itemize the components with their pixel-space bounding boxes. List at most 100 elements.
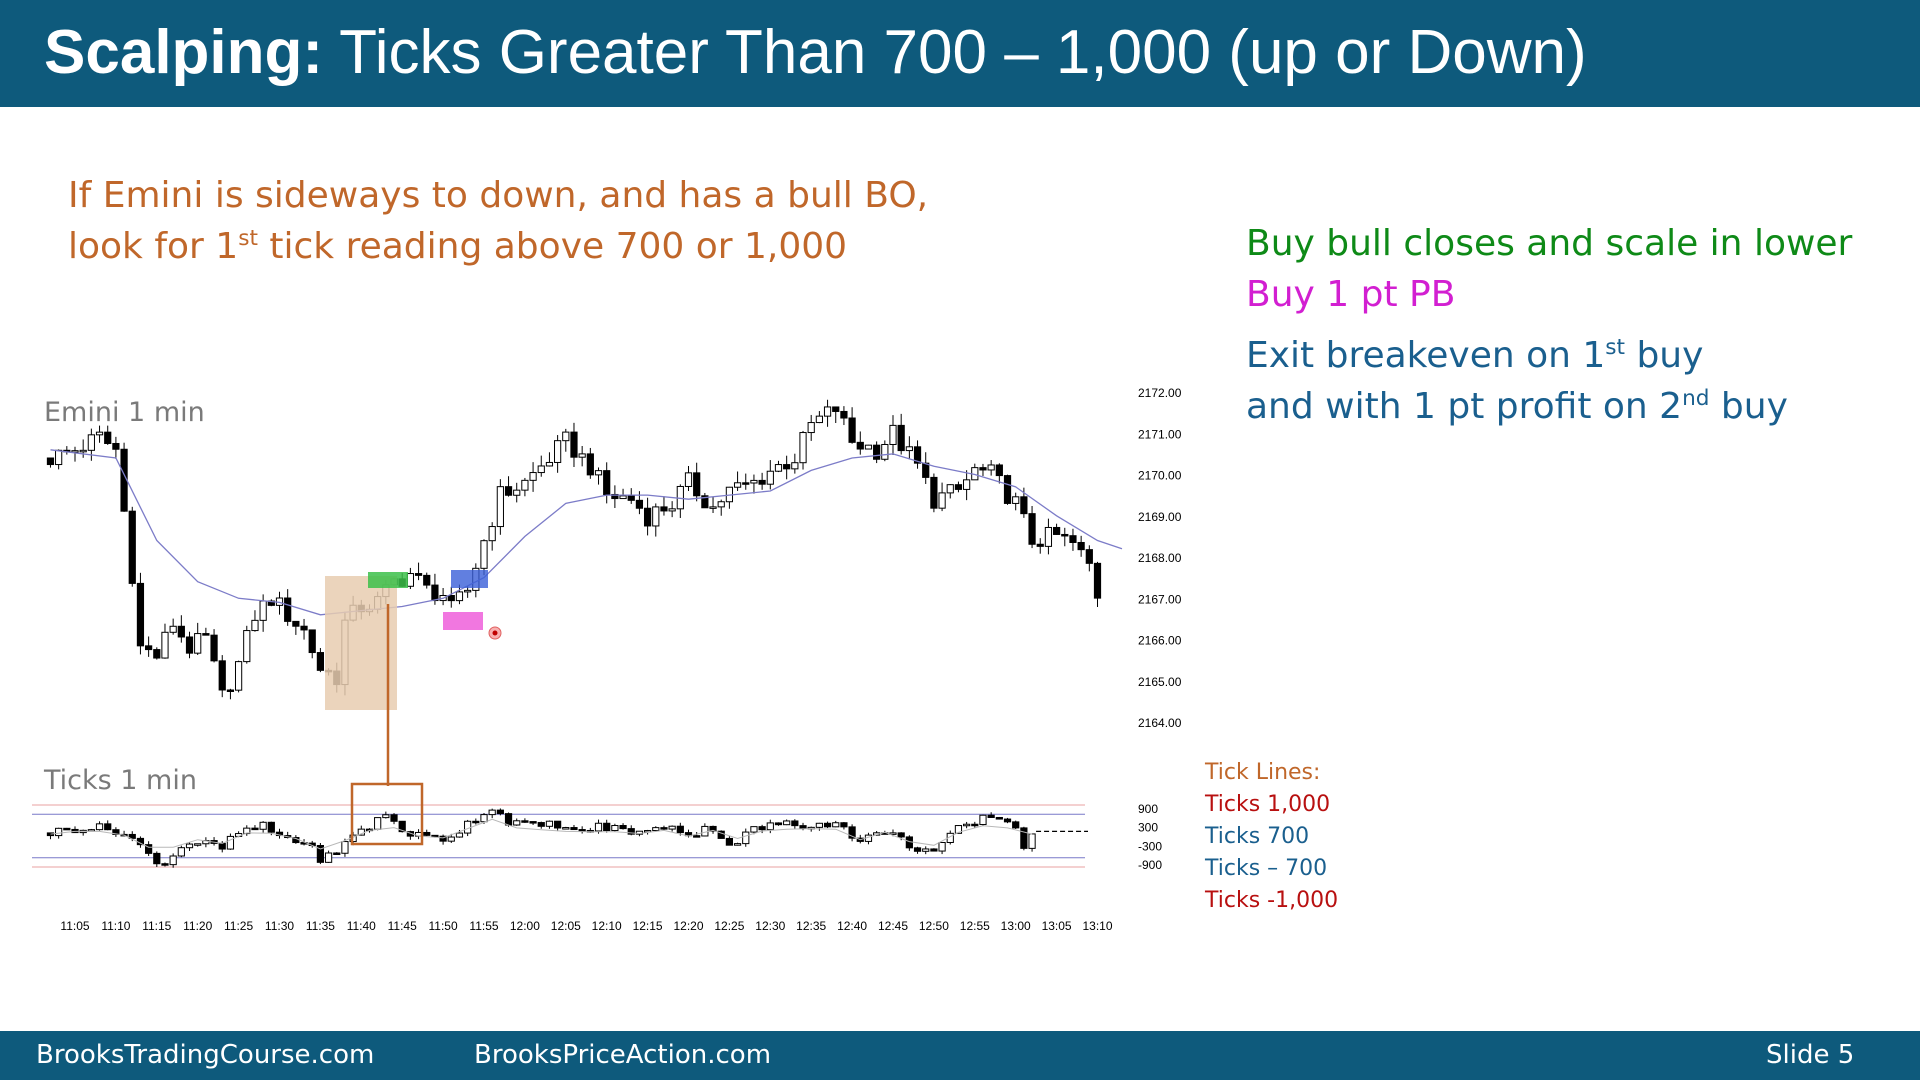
price-bar-bull	[243, 630, 251, 663]
time-x-tick-label: 13:10	[1082, 919, 1112, 933]
tick-bar-bear	[603, 822, 611, 832]
tick-bar-bull	[169, 855, 177, 866]
tick-bar-bear	[995, 816, 1003, 820]
price-bar-bull	[71, 450, 79, 453]
price-bar-bear	[218, 660, 226, 691]
breakout-highlight-box	[325, 576, 397, 710]
price-bar-bear	[848, 417, 856, 443]
tick-bar-bear	[930, 848, 938, 852]
slide-title-rest: Ticks Greater Than 700 – 1,000 (up or Do…	[323, 18, 1587, 87]
tick-bar-bull	[611, 825, 619, 832]
price-bar-bear	[226, 689, 235, 692]
price-bar-bull	[807, 422, 815, 434]
tick-bar-bull	[324, 852, 333, 863]
price-bar-bear	[635, 499, 644, 509]
ticks-chart	[32, 804, 1088, 868]
tick-bar-bear	[725, 837, 734, 846]
ticks-y-tick-label: 300	[1138, 821, 1158, 835]
tick-bar-bear	[799, 825, 807, 829]
time-x-tick-label: 12:20	[673, 919, 703, 933]
time-x-tick-label: 13:05	[1042, 919, 1072, 933]
tick-legend-minus-700: Ticks – 700	[1205, 856, 1328, 881]
price-bar-bear	[202, 633, 210, 636]
tick-bar-bull	[701, 825, 709, 837]
tick-bar-bull	[594, 822, 603, 832]
tick-bar-bull	[177, 847, 185, 857]
price-bar-bull	[791, 462, 799, 470]
price-bar-bull	[496, 486, 504, 528]
tick-legend-1000: Ticks 1,000	[1205, 792, 1331, 817]
price-bar-bull	[1012, 496, 1020, 504]
price-bar-bull	[823, 406, 832, 417]
footer-course-link[interactable]: BrooksTradingCourse.com	[36, 1040, 375, 1070]
tick-bar-bear	[316, 845, 325, 863]
price-bar-bear	[1077, 541, 1085, 551]
price-bar-bull	[513, 489, 521, 496]
price-bar-bear	[1093, 562, 1102, 599]
slide-title-bold: Scalping:	[44, 18, 324, 87]
time-x-tick-label: 12:05	[551, 919, 581, 933]
ema-line	[50, 449, 1123, 616]
tick-bar-bull	[1028, 833, 1036, 849]
price-bar-bull	[169, 625, 177, 633]
tick-bar-bear	[423, 831, 431, 836]
price-bar-bear	[832, 406, 840, 412]
price-y-tick-label: 2169.00	[1138, 510, 1182, 524]
footer-bar: BrooksTradingCourse.com BrooksPriceActio…	[0, 1031, 1920, 1080]
chart-axes: 2172.00 2171.00 2170.00 2169.00 2168.00 2167.…	[60, 386, 1181, 933]
tick-bar-bear	[717, 830, 725, 839]
time-x-tick-label: 11:45	[388, 919, 417, 933]
price-bar-bull	[480, 540, 488, 569]
price-bar-bear	[840, 410, 848, 419]
tick-bar-bull	[815, 822, 823, 828]
price-bar-bear	[504, 486, 513, 496]
price-bar-bear	[1003, 475, 1012, 504]
price-bar-bull	[79, 449, 87, 453]
tick-bar-bear	[1003, 818, 1012, 823]
tick-bar-bear	[145, 844, 153, 854]
tick-bar-bull	[455, 832, 464, 838]
tick-bar-bear	[496, 809, 504, 815]
price-bar-bull	[987, 464, 995, 471]
tick-bar-bull	[194, 843, 202, 846]
price-bar-bear	[922, 462, 930, 478]
time-x-tick-label: 11:25	[224, 919, 253, 933]
tick-bar-bull	[480, 814, 488, 823]
price-bar-bear	[873, 444, 881, 460]
tick-bar-bear	[709, 825, 717, 832]
price-bar-bull	[521, 479, 529, 491]
price-bar-bull	[946, 484, 954, 494]
tick-bar-bull	[652, 827, 660, 832]
time-x-tick-label: 11:20	[183, 919, 212, 933]
ticks-panel-label: Ticks 1 min	[44, 765, 197, 796]
price-bar-bull	[799, 432, 807, 464]
tick-bar-bull	[513, 820, 521, 826]
tick-bar-bear	[987, 814, 995, 818]
time-x-tick-label: 11:10	[101, 919, 130, 933]
price-bar-bull	[95, 431, 104, 436]
footer-site-link[interactable]: BrooksPriceAction.com	[474, 1040, 772, 1070]
time-x-tick-label: 11:15	[142, 919, 171, 933]
time-x-tick-label: 12:30	[755, 919, 785, 933]
time-x-tick-label: 12:40	[837, 919, 867, 933]
price-chart	[46, 399, 1123, 700]
price-bar-bear	[897, 424, 905, 452]
tick-bar-bull	[889, 832, 897, 835]
note-exit-line-1: Exit breakeven on 1st buy	[1246, 335, 1704, 376]
price-bar-bear	[627, 495, 635, 501]
tick-bar-bear	[1012, 821, 1020, 829]
trade-notes: Buy bull closes and scale in lower Buy 1…	[1246, 218, 1852, 432]
tick-bar-bear	[971, 823, 979, 827]
tick-bar-bull	[447, 836, 455, 842]
price-bar-bear	[46, 457, 55, 466]
price-bar-bear	[308, 629, 316, 654]
price-bar-bull	[251, 619, 259, 632]
price-bar-bear	[1085, 549, 1093, 564]
time-x-tick-label: 12:35	[796, 919, 826, 933]
price-bar-bear	[758, 479, 766, 485]
time-x-tick-label: 11:05	[60, 919, 89, 933]
time-x-tick-label: 12:55	[960, 919, 990, 933]
tick-bar-bear	[554, 820, 562, 829]
tick-bar-bull	[382, 814, 390, 819]
